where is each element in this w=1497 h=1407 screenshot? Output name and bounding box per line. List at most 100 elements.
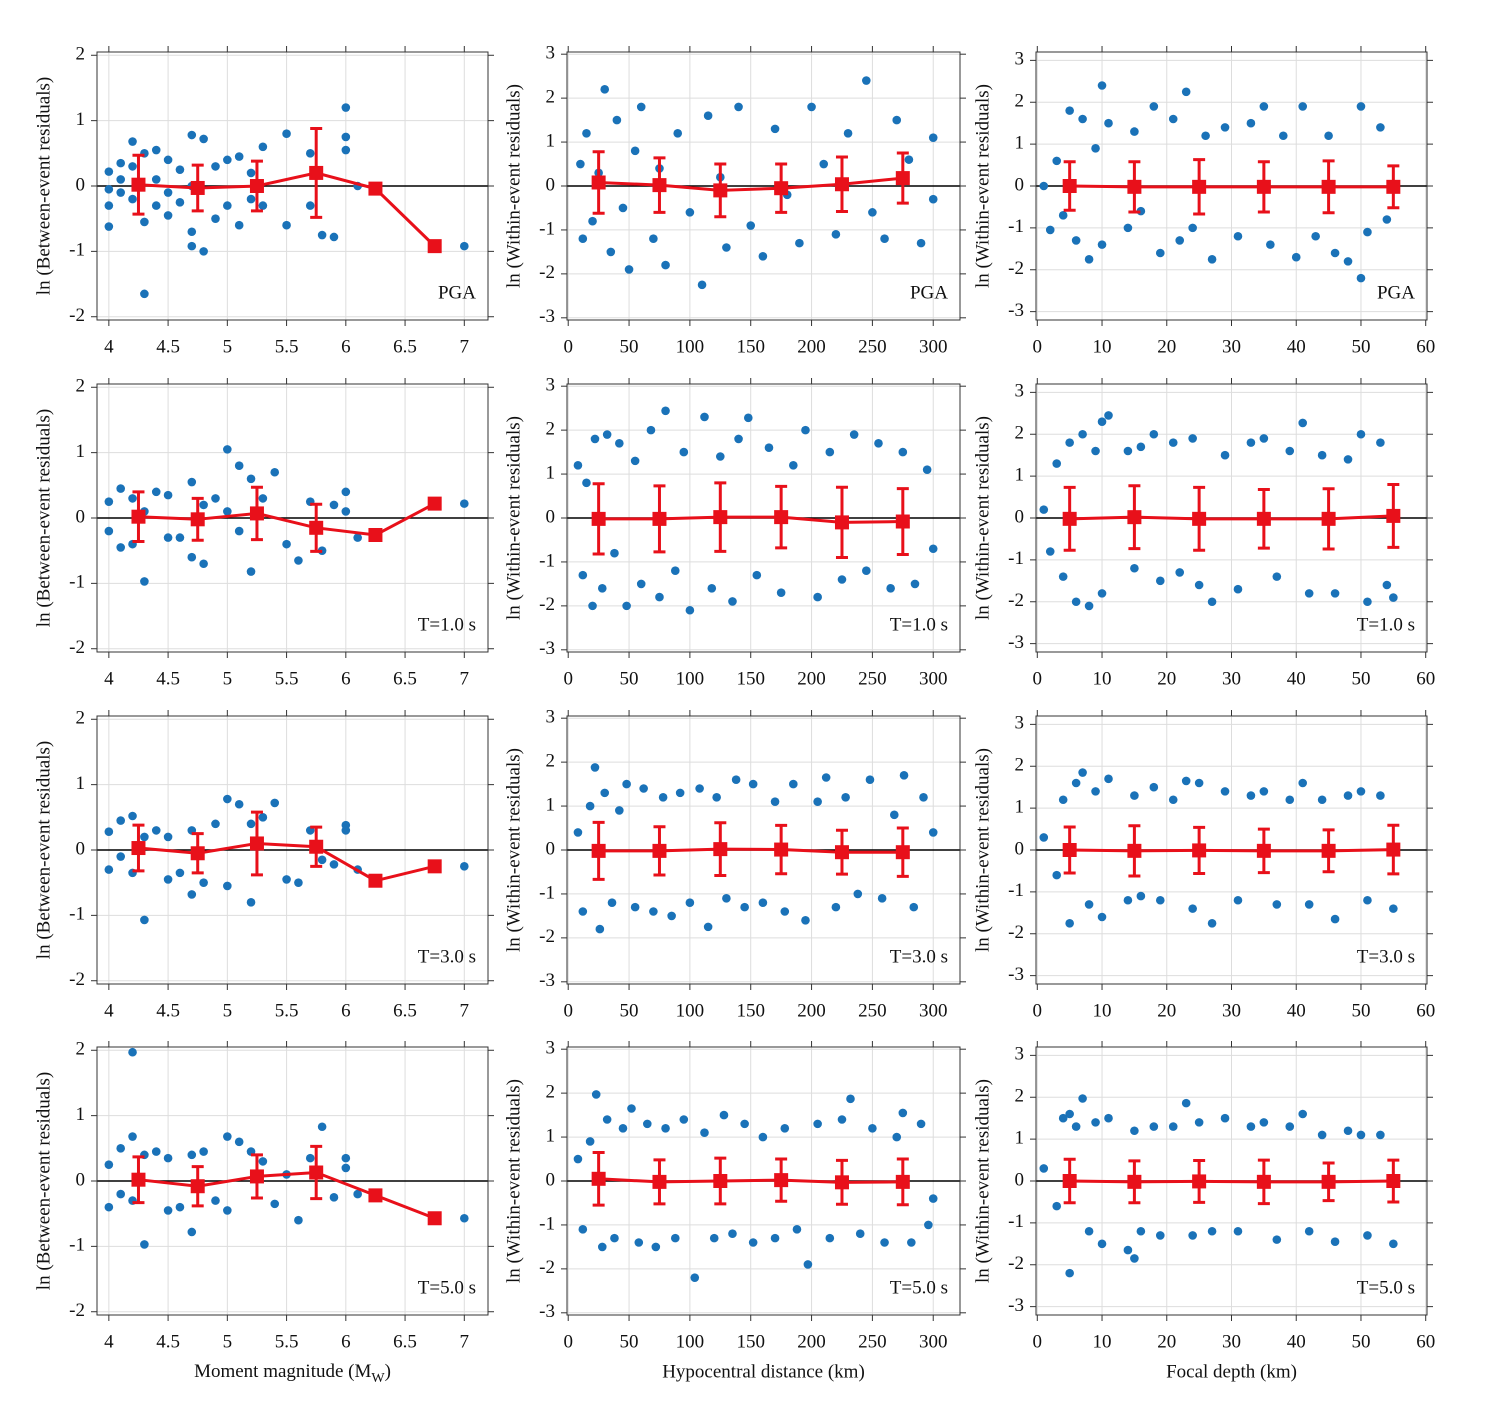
data-point xyxy=(928,194,938,204)
data-point xyxy=(1246,438,1256,447)
y-tick-label: 0 xyxy=(546,174,556,195)
mean-marker xyxy=(591,511,606,526)
data-point xyxy=(1084,601,1094,611)
y-tick-label: 0 xyxy=(1015,174,1025,195)
x-tick-label: 6.5 xyxy=(393,668,417,689)
data-point xyxy=(1220,1113,1230,1123)
mean-marker xyxy=(1386,842,1401,857)
x-tick-label: 5.5 xyxy=(275,336,299,357)
data-point xyxy=(734,434,743,444)
mean-marker xyxy=(1062,179,1077,193)
data-point xyxy=(899,771,909,780)
data-point xyxy=(928,544,938,554)
x-tick-label: 6 xyxy=(341,1000,351,1021)
x-tick-label: 4.5 xyxy=(156,668,180,689)
x-tick-label: 50 xyxy=(620,668,639,689)
annotation: PGA xyxy=(910,282,948,303)
x-tick-label: 7 xyxy=(460,1331,470,1352)
data-point xyxy=(104,201,114,210)
x-tick-label: 0 xyxy=(1033,668,1043,689)
x-tick-label: 6 xyxy=(341,336,351,357)
data-point xyxy=(234,526,244,536)
data-point xyxy=(1058,572,1068,581)
data-point xyxy=(1065,1268,1074,1278)
data-point xyxy=(163,832,173,842)
data-point xyxy=(341,826,351,835)
y-tick-label: 2 xyxy=(1015,91,1025,112)
data-point xyxy=(1356,787,1366,796)
data-point xyxy=(246,194,256,204)
mean-marker xyxy=(1192,179,1207,194)
panel: 0 50 100 150 200 250 300 -3 -2 -1 0 1 2 3 T=1.0 s ln (W… xyxy=(503,375,966,689)
mean-line xyxy=(598,1177,903,1184)
data-point xyxy=(163,188,173,197)
data-point xyxy=(909,902,919,912)
y-tick-label: 0 xyxy=(76,1169,86,1190)
data-point xyxy=(1201,131,1210,141)
data-point xyxy=(667,911,676,921)
data-point xyxy=(1376,123,1385,132)
data-point xyxy=(576,159,585,169)
data-point xyxy=(700,1128,709,1137)
data-point xyxy=(1039,1164,1049,1173)
data-point xyxy=(1084,254,1094,264)
data-point xyxy=(1207,1226,1217,1236)
data-point xyxy=(770,797,780,806)
data-point xyxy=(585,1137,595,1146)
data-point xyxy=(600,85,610,94)
data-point xyxy=(627,1104,636,1113)
data-point xyxy=(1149,1122,1159,1131)
data-point xyxy=(163,490,173,500)
data-point xyxy=(764,443,774,453)
y-tick-label: 3 xyxy=(1015,49,1025,70)
y-tick-label: -1 xyxy=(539,218,555,239)
data-point xyxy=(163,533,173,542)
data-point xyxy=(819,159,829,169)
data-point xyxy=(1278,131,1288,141)
mean-marker xyxy=(1321,511,1336,526)
y-tick-label: -3 xyxy=(1008,1295,1024,1316)
x-tick-label: 0 xyxy=(563,336,573,357)
data-point xyxy=(1130,791,1139,800)
x-tick-label: 60 xyxy=(1416,336,1435,357)
mean-marker xyxy=(249,179,264,193)
x-tick-label: 250 xyxy=(858,1331,887,1352)
x-tick-label: 300 xyxy=(919,336,948,357)
data-point xyxy=(597,1242,607,1252)
y-tick-label: 3 xyxy=(546,707,556,728)
data-point xyxy=(128,162,137,171)
plot-frame xyxy=(96,51,489,321)
x-tick-label: 60 xyxy=(1416,1331,1435,1352)
data-point xyxy=(1155,895,1165,905)
data-point xyxy=(843,128,853,138)
data-point xyxy=(305,149,315,158)
x-tick-label: 4 xyxy=(104,668,114,689)
x-axis-label-sub: W xyxy=(371,1371,385,1386)
mean-marker xyxy=(1256,843,1271,858)
data-point xyxy=(1259,1118,1269,1127)
data-point xyxy=(1123,223,1133,233)
data-point xyxy=(709,1233,719,1243)
x-tick-label: 40 xyxy=(1287,1331,1306,1352)
y-axis-label: ln (Within-event residuals) xyxy=(972,1079,993,1283)
x-tick-label: 6 xyxy=(341,668,351,689)
data-point xyxy=(234,461,244,471)
data-point xyxy=(246,897,256,907)
mean-marker xyxy=(713,842,728,857)
data-point xyxy=(1304,1226,1314,1236)
data-point xyxy=(1317,795,1327,805)
data-point xyxy=(697,280,707,290)
data-point xyxy=(187,1150,197,1160)
data-point xyxy=(1233,1226,1243,1236)
data-point xyxy=(163,1153,173,1163)
data-point xyxy=(746,221,756,230)
data-point xyxy=(1091,144,1100,153)
y-tick-label: -3 xyxy=(539,970,555,991)
data-point xyxy=(752,570,762,580)
data-point xyxy=(341,132,351,142)
x-tick-label: 50 xyxy=(1351,336,1370,357)
data-point xyxy=(1078,768,1087,777)
data-point xyxy=(916,238,926,248)
data-point xyxy=(1317,1130,1327,1140)
mean-marker xyxy=(249,506,264,521)
